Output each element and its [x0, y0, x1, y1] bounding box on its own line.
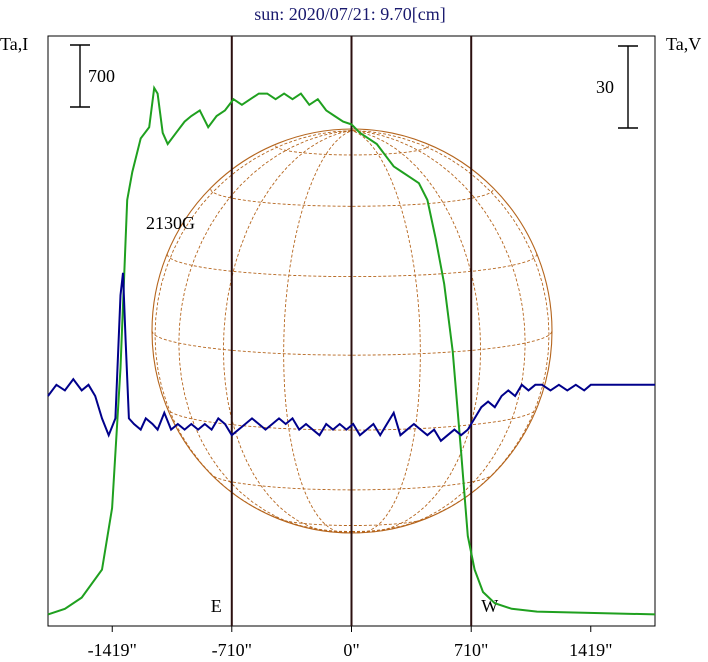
x-tick-label: -1419": [88, 640, 137, 660]
data-series: [47, 85, 656, 616]
x-axis-ticks: -1419" -710" 0" 710" 1419": [88, 626, 612, 660]
chart-title: sun: 2020/07/21: 9.70[cm]: [254, 4, 446, 24]
longitude-line: [351, 130, 482, 533]
intensity-scale-label: 700: [88, 66, 115, 86]
x-tick-label: 710": [454, 640, 488, 660]
x-tick-label: 0": [343, 640, 359, 660]
limb-marker-label: E: [211, 596, 222, 616]
limb-marker-label: W: [481, 596, 498, 616]
polarization-series-line: [47, 272, 655, 443]
x-tick-label: -710": [212, 640, 252, 660]
longitude-line: [222, 130, 353, 533]
longitude-line: [178, 130, 353, 533]
left-axis-label: Ta,I: [0, 34, 28, 54]
longitude-line: [283, 130, 353, 534]
latitude-line: [210, 189, 494, 207]
intensity-series-line: [47, 85, 656, 616]
x-tick-label: 1419": [569, 640, 612, 660]
longitude-line: [351, 130, 526, 533]
longitude-line: [154, 130, 353, 532]
polarization-scale-label: 30: [596, 77, 614, 97]
longitude-line: [351, 130, 421, 534]
source-annotation: 2130G: [146, 213, 195, 233]
longitude-line: [351, 130, 550, 532]
intensity-scale-bar: 700: [70, 44, 115, 108]
polarization-scale-bar: 30: [596, 45, 638, 129]
latitude-line: [275, 145, 429, 156]
right-axis-label: Ta,V: [666, 34, 701, 54]
